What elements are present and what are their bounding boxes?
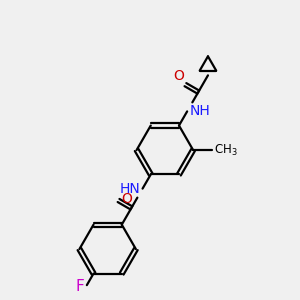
Text: CH$_3$: CH$_3$ — [214, 142, 238, 158]
Text: NH: NH — [190, 104, 210, 118]
Text: O: O — [122, 192, 132, 206]
Text: F: F — [76, 279, 85, 294]
Text: HN: HN — [119, 182, 140, 196]
Text: O: O — [173, 69, 184, 83]
